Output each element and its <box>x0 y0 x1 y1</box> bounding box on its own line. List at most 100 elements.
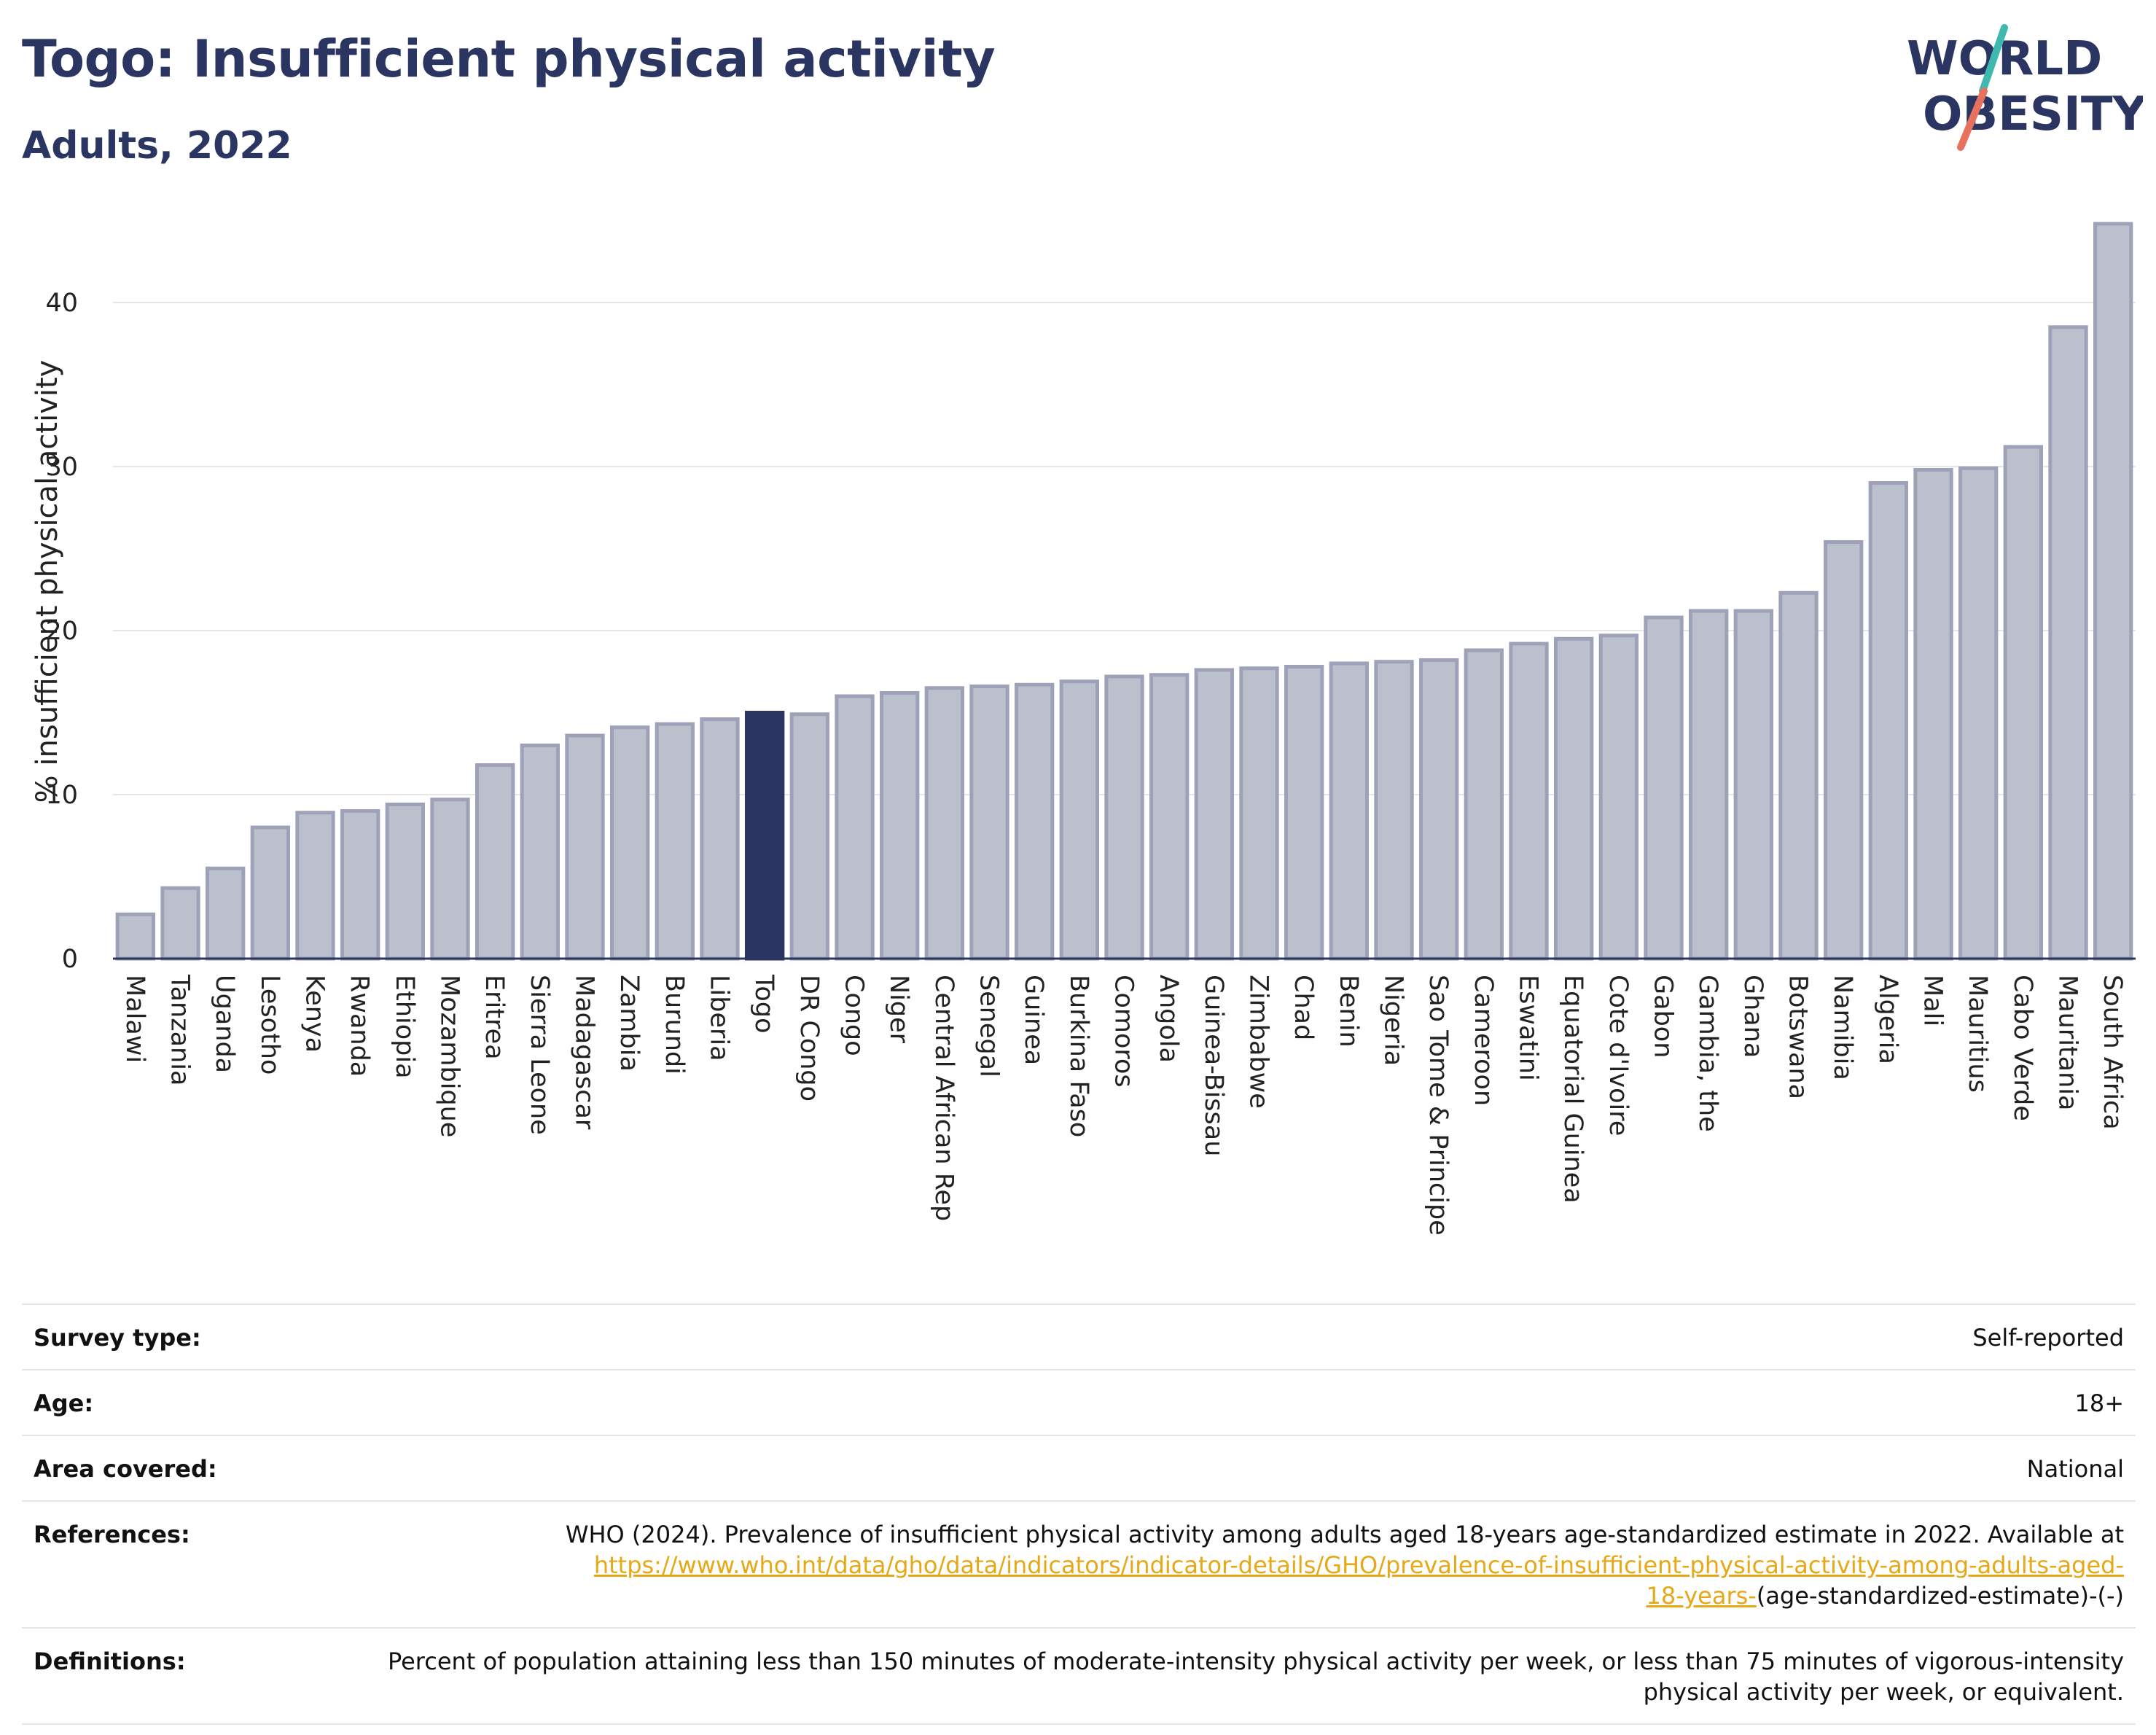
references-value: WHO (2024). Prevalence of insufficient p… <box>322 1500 2136 1629</box>
page-subtitle: Adults, 2022 <box>22 124 292 168</box>
meta-row-survey-type: Survey type: Self-reported <box>22 1303 2136 1371</box>
references-suffix: (age-standardized-estimate)-(-) <box>1756 1582 2124 1610</box>
x-tick-label: Burundi <box>660 975 689 1075</box>
bar <box>430 798 470 961</box>
x-tick-label: Malawi <box>120 975 149 1063</box>
references-text: WHO (2024). Prevalence of insufficient p… <box>565 1521 2124 1548</box>
metadata-table: Survey type: Self-reported Age: 18+ Area… <box>22 1303 2136 1725</box>
bar <box>2048 325 2088 961</box>
x-tick-label: Algeria <box>1873 975 1902 1064</box>
bar <box>1598 633 1639 961</box>
meta-row-definitions: Definitions: Percent of population attai… <box>22 1627 2136 1725</box>
bar <box>1509 642 1549 961</box>
x-tick-label: Gambia, the <box>1693 975 1722 1132</box>
x-tick-label: Mauritania <box>2053 975 2082 1110</box>
bar <box>2093 222 2133 961</box>
x-tick-label: Mozambique <box>435 975 464 1137</box>
x-tick-label: Central African Rep <box>929 975 958 1221</box>
definitions-label: Definitions: <box>22 1627 322 1725</box>
x-tick-label: South Africa <box>2098 975 2127 1130</box>
y-tick-label: 10 <box>45 781 78 810</box>
x-tick-label: Namibia <box>1828 975 1857 1080</box>
references-link[interactable]: https://www.who.int/data/gho/data/indica… <box>594 1551 2124 1610</box>
x-tick-label: Benin <box>1334 975 1363 1048</box>
x-tick-label: Gabon <box>1649 975 1678 1058</box>
x-tick-label: Mali <box>1918 975 1948 1026</box>
page-title: Togo: Insufficient physical activity <box>22 29 996 89</box>
bar-chart: 0 10 20 30 40 Malawi Tanzania Uganda Lesotho Ken… <box>31 222 2136 1236</box>
bar <box>700 717 740 961</box>
x-tick-label: Ethiopia <box>390 975 419 1079</box>
bar <box>880 691 920 961</box>
bar <box>1824 540 1864 961</box>
y-tick-label: 0 <box>62 945 78 974</box>
survey-type-label: Survey type: <box>22 1303 322 1371</box>
x-tick-label: Eritrea <box>480 975 509 1060</box>
logo-slash-teal <box>1979 24 2008 95</box>
survey-type-value: Self-reported <box>322 1303 2136 1371</box>
x-tick-label: Kenya <box>300 975 329 1053</box>
bar <box>1554 636 1594 961</box>
bar <box>250 825 290 961</box>
bar <box>115 912 156 961</box>
bar <box>1104 674 1144 961</box>
x-tick-label: Ghana <box>1738 975 1768 1058</box>
bar <box>969 685 1009 961</box>
bar <box>1239 666 1279 961</box>
bar <box>1913 468 1953 961</box>
bar <box>160 886 200 961</box>
bar <box>835 694 875 961</box>
y-axis-label: % insufficient physical activity <box>31 360 64 803</box>
bar <box>475 763 515 961</box>
bar <box>1464 648 1504 961</box>
x-tick-label: Togo <box>749 974 778 1033</box>
bars <box>115 222 2133 961</box>
y-tick-label: 20 <box>45 617 78 646</box>
x-tick-label: Sao Tome & Principe <box>1423 975 1453 1236</box>
bar <box>1329 661 1369 961</box>
references-label: References: <box>22 1500 322 1629</box>
age-label: Age: <box>22 1369 322 1436</box>
area-value: National <box>322 1435 2136 1502</box>
x-tick-label: Guinea <box>1019 975 1048 1065</box>
definitions-value: Percent of population attaining less tha… <box>322 1627 2136 1725</box>
x-tick-label: Nigeria <box>1379 975 1408 1066</box>
bar <box>1733 609 1774 961</box>
bar <box>295 811 335 961</box>
bar <box>1644 615 1684 961</box>
bar <box>2003 445 2044 961</box>
x-tick-label: Zimbabwe <box>1244 975 1273 1109</box>
bar <box>789 712 829 961</box>
bar <box>385 803 426 961</box>
y-tick-label: 40 <box>45 289 78 318</box>
references-link-line1: https://www.who.int/data/gho/data/indica… <box>593 1551 2124 1579</box>
x-tick-label: Botswana <box>1784 975 1813 1099</box>
meta-row-references: References: WHO (2024). Prevalence of in… <box>22 1500 2136 1629</box>
meta-row-age: Age: 18+ <box>22 1369 2136 1436</box>
x-tick-label: Madagascar <box>570 975 599 1130</box>
x-tick-label: Uganda <box>210 975 239 1073</box>
y-tick-label: 30 <box>45 453 78 482</box>
meta-row-area: Area covered: National <box>22 1435 2136 1502</box>
x-tick-label: Cote d'Ivoire <box>1604 975 1633 1136</box>
bar <box>1419 658 1459 961</box>
bar <box>340 809 380 961</box>
bar <box>520 744 561 961</box>
x-tick-label: Niger <box>884 975 913 1044</box>
x-tick-label: Lesotho <box>255 975 284 1075</box>
bar <box>1015 682 1055 961</box>
area-label: Area covered: <box>22 1435 322 1502</box>
bar <box>1958 466 1999 961</box>
x-tick-label: DR Congo <box>794 975 824 1102</box>
x-tick-label: Mauritius <box>1963 975 1992 1093</box>
x-tick-label: Rwanda <box>345 975 374 1077</box>
logo-text-world: WORLD <box>1907 32 2102 86</box>
bar <box>745 711 785 961</box>
bar <box>1284 665 1324 961</box>
references-link-line2: 18-years- <box>1646 1582 1757 1610</box>
x-tick-label: Eswatini <box>1514 975 1543 1081</box>
bar <box>655 722 695 961</box>
x-tick-label: Tanzania <box>165 974 195 1085</box>
bar <box>565 733 605 961</box>
x-tick-label: Chad <box>1289 975 1318 1040</box>
